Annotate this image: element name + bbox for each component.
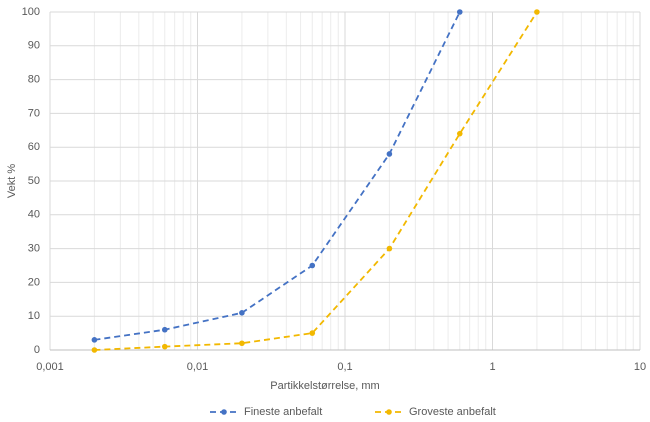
data-point: [239, 340, 245, 347]
y-tick-label: 40: [28, 209, 40, 221]
y-axis-label: Vekt %: [6, 164, 18, 198]
y-tick-label: 20: [28, 276, 40, 288]
x-axis-label: Partikkelstørrelse, mm: [270, 380, 379, 392]
data-point: [456, 9, 463, 15]
data-point: [309, 330, 316, 336]
data-point: [309, 262, 316, 269]
x-tick-label: 1: [489, 361, 495, 373]
y-tick-label: 10: [28, 310, 40, 322]
y-tick-label: 30: [28, 243, 40, 255]
y-tick-label: 90: [28, 40, 40, 52]
x-tick-label: 0,1: [337, 361, 352, 373]
data-point: [161, 343, 168, 350]
y-tick-label: 60: [28, 141, 40, 153]
data-point: [534, 9, 540, 15]
legend-label: Groveste anbefalt: [409, 406, 496, 418]
y-tick-label: 50: [28, 175, 40, 187]
y-tick-label: 70: [28, 107, 40, 119]
data-point: [386, 245, 393, 252]
x-tick-label: 0,01: [187, 361, 208, 373]
data-point: [91, 337, 98, 343]
x-tick-label: 10: [634, 361, 646, 373]
legend-marker: [221, 409, 227, 415]
y-tick-label: 0: [34, 344, 40, 356]
data-point: [161, 326, 168, 333]
data-point: [239, 310, 245, 316]
y-tick-label: 100: [22, 6, 40, 18]
x-tick-label: 0,001: [36, 361, 64, 373]
y-tick-label: 80: [28, 74, 40, 86]
legend-label: Fineste anbefalt: [244, 406, 322, 418]
data-point: [91, 347, 98, 353]
data-point: [456, 130, 463, 137]
data-point: [386, 151, 393, 157]
legend-marker: [386, 409, 392, 415]
series-line: [94, 11, 461, 341]
